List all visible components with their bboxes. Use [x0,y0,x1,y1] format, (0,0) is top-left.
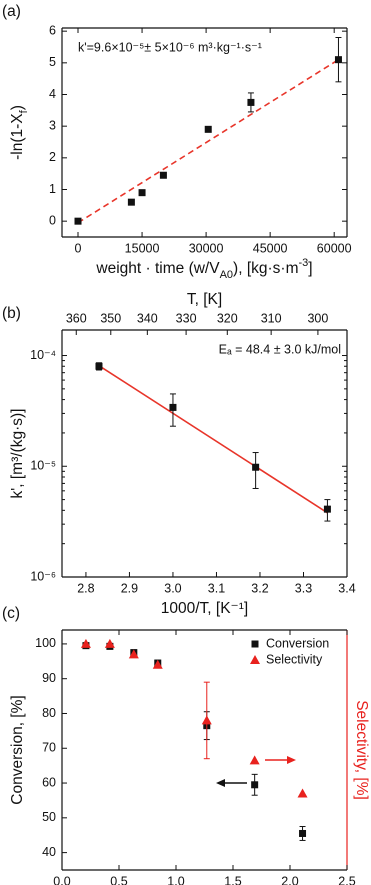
label-part: weight · time (w/V [95,260,220,277]
y-tick-label: 10⁻⁶ [30,569,56,583]
arrow-head [216,779,225,787]
y-axis-label: Conversion, [%] [9,695,26,804]
point [249,755,260,765]
x-tick-label: 15000 [125,241,160,255]
point [80,638,91,648]
arrow-head [287,756,296,764]
label-part: A0 [220,269,233,281]
x-tick-label: 3.4 [338,581,355,595]
y-axis-label: -ln(1-Xf) [9,105,30,160]
y-tick-label: 50 [42,810,56,824]
label-part: -ln(1-X [9,113,26,160]
x2-axis-label: T, [K] [187,291,222,308]
x-tick-label: 1.5 [224,874,241,885]
x2-tick-label: 300 [307,311,328,325]
point [169,403,177,411]
x-tick-label: 0.0 [53,874,70,885]
y-tick-label: 0 [49,213,56,227]
x-tick-label: 30000 [189,241,224,255]
y-tick-label: 10⁻⁵ [30,459,56,473]
point [95,362,103,370]
y-tick-label: 6 [49,23,56,37]
point [323,505,331,513]
x-tick-label: 60000 [317,241,352,255]
y-tick-label: 90 [42,671,56,685]
x2-tick-label: 310 [261,311,282,325]
x2-tick-label: 340 [137,311,158,325]
arrow-selectivity [265,756,296,764]
label-part: Selectivity, [%] [353,700,370,800]
x-axis-label: weight · time (w/VA0), [kg·s·m-3] [95,257,312,281]
y-tick-label: 10⁻⁴ [30,348,56,362]
x-tick-label: 0 [75,241,82,255]
point [138,189,146,197]
label-part: 1000/T, [K⁻¹] [161,600,248,617]
point [201,715,212,725]
point [74,217,82,225]
annotation: k'=9.6×10⁻⁵± 5×10⁻⁶ m³·kg⁻¹·s⁻¹ [78,40,262,54]
legend-label: Selectivity [266,652,323,666]
y-tick-label: 80 [42,706,56,720]
label-part: k', [m³/(kg·s)] [9,409,26,499]
x-tick-label: 2.0 [281,874,298,885]
x2-tick-label: 350 [100,311,121,325]
y-tick-label: 1 [49,182,56,196]
point [127,198,135,206]
y-tick-label: 3 [49,118,56,132]
point [152,659,163,669]
label-part: -3 [298,257,308,269]
x2-tick-label: 360 [66,311,87,325]
point [334,56,342,64]
y-tick-label: 40 [42,845,56,859]
fit-line [77,58,339,224]
arrow-conversion [216,779,247,787]
point [299,829,307,837]
label-part: Conversion, [%] [9,695,26,804]
point [251,781,259,789]
x-tick-label: 1.0 [167,874,184,885]
point [128,649,139,659]
panel-label: (a) [2,3,21,20]
x-tick-label: 2.5 [338,874,355,885]
point [252,463,260,471]
y-tick-label: 2 [49,150,56,164]
label-part: ), [kg·s·m [233,260,298,277]
panel-label: (b) [2,305,21,322]
label-part: ] [308,260,312,277]
x-tick-label: 2.9 [121,581,138,595]
x-axis-label: 1000/T, [K⁻¹] [161,600,248,617]
point [297,788,308,798]
x-tick-label: 3.1 [208,581,225,595]
point [104,638,115,648]
legend-label: Conversion [266,636,329,650]
legend-marker [251,640,259,648]
annotation: Eₐ = 48.4 ± 3.0 kJ/mol [219,342,341,356]
legend-marker [250,655,260,664]
y-tick-label: 4 [49,87,56,101]
label-part: T, [K] [187,291,222,308]
point [204,125,212,133]
y-axis-label: k', [m³/(kg·s)] [9,409,26,499]
point [247,98,255,106]
label-part: f [18,109,30,113]
x-tick-label: 0.5 [110,874,127,885]
x-tick-label: 2.8 [77,581,94,595]
y-tick-label: 60 [42,775,56,789]
label-part: ) [9,105,26,110]
y-tick-label: 5 [49,55,56,69]
x-tick-label: 45000 [253,241,288,255]
y-tick-label: 100 [35,636,56,650]
x-tick-label: 3.3 [295,581,312,595]
x2-tick-label: 330 [176,311,197,325]
point [159,171,167,179]
panel-label: (c) [2,605,20,622]
x-tick-label: 3.0 [164,581,181,595]
x2-tick-label: 320 [217,311,238,325]
fit-line [98,364,328,514]
x-tick-label: 3.2 [251,581,268,595]
y-tick-label: 70 [42,741,56,755]
y2-axis-label: Selectivity, [%] [353,700,370,800]
